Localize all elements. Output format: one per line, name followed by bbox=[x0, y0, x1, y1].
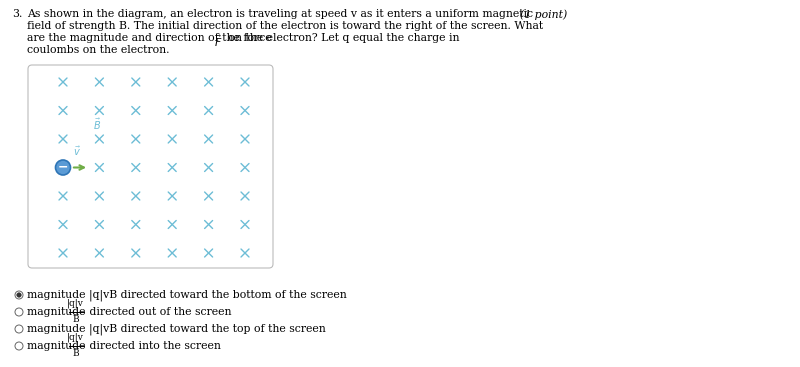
Text: directed into the screen: directed into the screen bbox=[86, 341, 222, 351]
Text: $\vec{F}$: $\vec{F}$ bbox=[214, 33, 222, 49]
Circle shape bbox=[15, 325, 23, 333]
Text: coulombs on the electron.: coulombs on the electron. bbox=[27, 45, 170, 55]
Text: B: B bbox=[72, 316, 79, 324]
Text: $\vec{v}$: $\vec{v}$ bbox=[73, 145, 81, 159]
Text: 3.: 3. bbox=[12, 9, 22, 19]
Circle shape bbox=[15, 308, 23, 316]
Text: magnitude: magnitude bbox=[27, 307, 89, 317]
Text: magnitude |q|vB directed toward the top of the screen: magnitude |q|vB directed toward the top … bbox=[27, 323, 326, 335]
Text: on the electron? Let q equal the charge in: on the electron? Let q equal the charge … bbox=[225, 33, 459, 43]
Text: field of strength B. The initial direction of the electron is toward the right o: field of strength B. The initial directi… bbox=[27, 21, 543, 31]
Circle shape bbox=[17, 293, 21, 297]
Circle shape bbox=[15, 342, 23, 350]
Text: −: − bbox=[58, 160, 68, 174]
Text: directed out of the screen: directed out of the screen bbox=[86, 307, 232, 317]
Text: $\vec{B}$: $\vec{B}$ bbox=[94, 117, 102, 132]
Text: magnitude |q|vB directed toward the bottom of the screen: magnitude |q|vB directed toward the bott… bbox=[27, 289, 346, 301]
Circle shape bbox=[15, 291, 23, 299]
Text: |q|v: |q|v bbox=[67, 333, 84, 342]
Text: magnitude: magnitude bbox=[27, 341, 89, 351]
Text: (1 point): (1 point) bbox=[520, 9, 567, 19]
Circle shape bbox=[55, 160, 70, 175]
Text: |q|v: |q|v bbox=[67, 298, 84, 308]
Text: B: B bbox=[72, 349, 79, 359]
Text: are the magnitude and direction of the force: are the magnitude and direction of the f… bbox=[27, 33, 275, 43]
FancyBboxPatch shape bbox=[28, 65, 273, 268]
Text: As shown in the diagram, an electron is traveling at speed v as it enters a unif: As shown in the diagram, an electron is … bbox=[27, 9, 533, 19]
